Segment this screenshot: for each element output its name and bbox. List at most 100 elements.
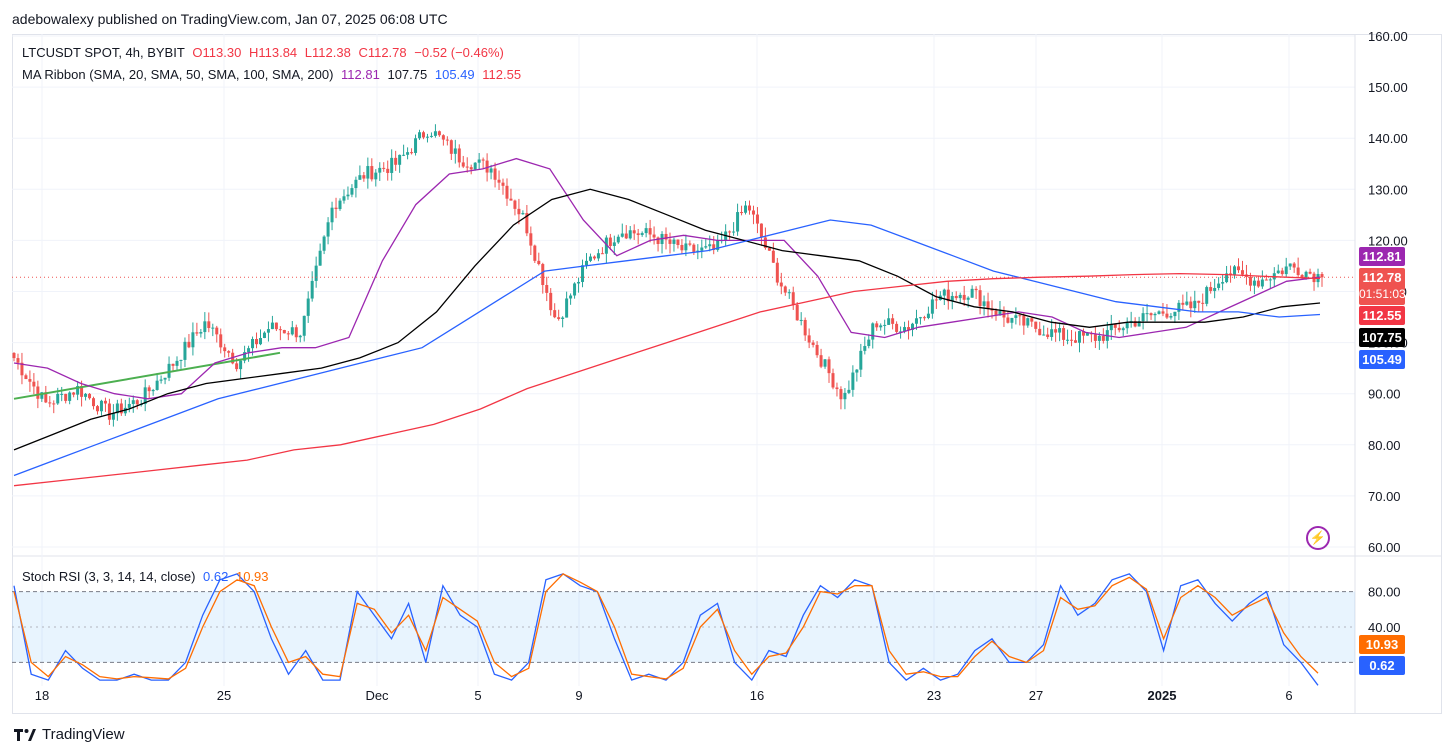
candle-body <box>183 341 187 360</box>
time-tick-label: 23 <box>927 688 941 703</box>
candle-body <box>728 231 732 233</box>
candle-body <box>779 282 783 287</box>
candle-body <box>521 213 525 215</box>
candle-body <box>72 392 76 395</box>
candle-body <box>1256 280 1260 287</box>
candle-body <box>398 154 402 165</box>
candle-body <box>16 358 20 363</box>
candle-body <box>298 335 302 338</box>
candle-body <box>815 344 819 356</box>
candle-body <box>588 256 592 261</box>
candle-body <box>1101 335 1105 341</box>
ma-label[interactable]: MA Ribbon (SMA, 20, SMA, 50, SMA, 100, S… <box>22 67 334 82</box>
candle-body <box>278 329 282 331</box>
candle-body <box>274 322 278 330</box>
candle-body <box>1113 324 1117 328</box>
candle-body <box>775 262 779 283</box>
candle-body <box>1252 280 1256 286</box>
candle-body <box>302 315 306 336</box>
candle-body <box>358 175 362 180</box>
candle-body <box>911 323 915 330</box>
candle-body <box>441 135 445 140</box>
candle-body <box>799 319 803 321</box>
candle-body <box>111 413 115 420</box>
candle-body <box>1248 276 1252 286</box>
candle-body <box>80 386 84 397</box>
candle-body <box>294 327 298 338</box>
candle-body <box>258 338 262 345</box>
sma100-tag: 105.49 <box>1359 350 1405 369</box>
candle-body <box>811 342 815 345</box>
candle-body <box>334 207 338 210</box>
price-tick-label: 90.00 <box>1368 387 1401 402</box>
candle-body <box>52 403 56 405</box>
candle-body <box>1117 327 1121 331</box>
candle-body <box>1081 331 1085 336</box>
price-tick-label: 70.00 <box>1368 489 1401 504</box>
candle-body <box>131 400 135 404</box>
time-tick-label: 5 <box>474 688 481 703</box>
candle-body <box>767 247 771 251</box>
time-axis: 18 25 Dec 5 9 16 23 27 2025 6 <box>35 688 1293 703</box>
candle-body <box>732 231 736 233</box>
candle-body <box>20 362 24 376</box>
candle-body <box>457 148 461 163</box>
candle-body <box>1125 322 1129 329</box>
candle-body <box>1121 328 1125 331</box>
candle-body <box>549 292 553 311</box>
candle-body <box>1062 328 1066 340</box>
candle-body <box>199 332 203 334</box>
chart-frame[interactable] <box>12 34 1442 714</box>
countdown: 01:51:03 <box>1359 287 1406 301</box>
candle-body <box>1010 317 1014 323</box>
ohlc-change: −0.52 (−0.46%) <box>414 45 504 60</box>
candle-body <box>56 393 60 404</box>
candle-body <box>1280 270 1284 275</box>
candle-body <box>477 159 481 163</box>
footer-brand[interactable]: TradingView <box>14 726 125 743</box>
candle-body <box>215 327 219 335</box>
candle-body <box>1292 263 1296 268</box>
candle-body <box>151 389 155 392</box>
candle-body <box>628 230 632 239</box>
ma-line-sma-20 <box>13 157 1321 400</box>
candle-body <box>88 393 92 399</box>
candle-body <box>612 242 616 246</box>
symbol-label[interactable]: LTCUSDT SPOT, 4h, BYBIT <box>22 45 185 60</box>
candle-body <box>167 363 171 378</box>
price-tick-label: 80.00 <box>1368 438 1401 453</box>
candle-body <box>1077 331 1081 343</box>
candle-body <box>827 359 831 374</box>
trend-line <box>13 351 281 400</box>
candle-body <box>501 182 505 186</box>
candle-body <box>517 208 521 215</box>
candle-body <box>175 360 179 366</box>
candle-body <box>433 131 437 136</box>
candle-body <box>934 299 938 301</box>
candle-body <box>1177 302 1181 312</box>
candle-body <box>378 167 382 173</box>
candle-body <box>1197 300 1201 303</box>
candle-body <box>851 372 855 390</box>
candle-body <box>680 245 684 251</box>
candle-body <box>282 329 286 334</box>
candle-body <box>362 175 366 179</box>
sma20-tag: 112.81 <box>1359 247 1405 266</box>
candle-body <box>461 162 465 167</box>
rsi-label[interactable]: Stoch RSI (3, 3, 14, 14, close) <box>22 569 196 584</box>
rsi-tick-label: 40.00 <box>1368 620 1401 635</box>
candle-body <box>573 283 577 296</box>
brand-text: TradingView <box>42 726 125 743</box>
candle-body <box>819 355 823 367</box>
candle-body <box>1141 313 1145 322</box>
candle-body <box>1284 266 1288 275</box>
candle-body <box>1133 320 1137 327</box>
candle-body <box>1030 318 1034 322</box>
candle-body <box>366 166 370 179</box>
candle-body <box>914 318 918 324</box>
candle-body <box>370 166 374 180</box>
candle-body <box>1260 279 1264 287</box>
candles <box>12 124 1355 427</box>
flash-icon[interactable]: ⚡ <box>1306 526 1330 550</box>
